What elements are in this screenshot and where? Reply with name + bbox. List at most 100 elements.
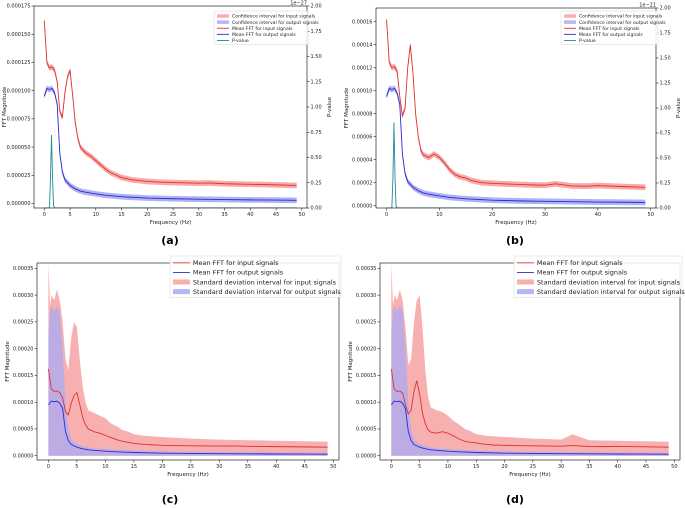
y-tick-label: 0.00035	[13, 266, 34, 272]
y-tick-label: 0.00000	[13, 453, 34, 459]
y-tick-label: 0.000175	[7, 4, 31, 10]
x-tick-label: 10	[436, 212, 442, 218]
x-tick-label: 50	[648, 212, 654, 218]
legend-box	[560, 10, 659, 45]
x-tick-label: 25	[530, 464, 536, 470]
y-tick-label: 0.000025	[7, 173, 31, 179]
y-tick-label: 0.00010	[356, 400, 377, 406]
plot-area	[43, 17, 297, 208]
legend-label: Standard deviation interval for output s…	[537, 288, 685, 296]
plot-area	[390, 263, 669, 456]
chart-panel-3: 0 5 10 15 20 25 30 35 40 45 50 0.00000 0.00005 0.0001…	[348, 255, 685, 506]
x-axis-label: Frequency (Hz)	[150, 220, 191, 226]
panel-label: (a)	[161, 234, 178, 247]
y-tick-label: 0.00014	[352, 42, 373, 48]
series-line-0	[47, 368, 328, 448]
legend: Mean FFT for input signals Mean FFT for o…	[169, 255, 342, 298]
x-tick-label: 45	[643, 464, 649, 470]
legend-box	[169, 255, 342, 298]
legend-label: Mean FFT for input signals	[579, 26, 640, 32]
series-line-4	[44, 134, 297, 208]
y-right-tick-label: 1.50	[311, 54, 322, 60]
y-tick-label: 0.000125	[7, 60, 31, 66]
y-right-tick-label: 1.00	[660, 106, 671, 112]
x-tick-label: 50	[671, 464, 677, 470]
legend-label: Mean FFT for input signals	[193, 259, 279, 267]
x-tick-label: 50	[330, 464, 336, 470]
x-tick-label: 40	[273, 464, 279, 470]
legend-label: Standard deviation interval for input si…	[193, 278, 337, 286]
chart-panel-0: 0 5 10 15 20 25 30 35 40 45 50 0.000000 0.000025 0.00…	[2, 1, 333, 248]
x-axis-label: Frequency (Hz)	[167, 472, 208, 478]
y-right-tick-label: 0.25	[311, 180, 322, 186]
std-band-2	[48, 263, 328, 456]
legend-box	[213, 10, 309, 45]
legend-label: Mean FFT for input signals	[537, 259, 623, 267]
x-tick-label: 50	[299, 212, 305, 218]
y-tick-label: 0.00004	[352, 157, 373, 163]
legend-key-patch	[217, 20, 229, 24]
y-tick-label: 0.00025	[13, 320, 34, 326]
x-axis-label: Frequency (Hz)	[495, 220, 536, 226]
x-tick-label: 10	[93, 212, 99, 218]
legend-key-patch	[564, 20, 576, 24]
legend-label: Standard deviation interval for output s…	[193, 288, 341, 296]
panel-label: (c)	[162, 493, 179, 506]
x-tick-label: 45	[273, 212, 279, 218]
y-tick-label: 0.00015	[356, 373, 377, 379]
series-line-2	[43, 20, 297, 186]
y-tick-label: 0.000075	[7, 117, 31, 123]
legend-label: P-value	[579, 38, 596, 44]
x-tick-label: 0	[43, 212, 46, 218]
series-line-1	[390, 400, 669, 455]
y-right-tick-label: 0.00	[660, 206, 671, 212]
panel-label: (b)	[506, 234, 524, 247]
y-tick-label: 0.000150	[7, 32, 31, 38]
y-right-axis-label: P-value	[327, 96, 333, 117]
y-tick-label: 0.00020	[356, 346, 377, 352]
x-tick-label: 20	[159, 464, 165, 470]
legend-key-patch	[517, 289, 534, 295]
x-tick-label: 30	[542, 212, 548, 218]
y-tick-label: 0.000000	[7, 201, 31, 207]
y-tick-label: 0.00000	[352, 203, 373, 209]
chart-panel-2: 0 5 10 15 20 25 30 35 40 45 50 0.00000 0.00005 0.0001…	[5, 255, 342, 506]
x-tick-label: 30	[196, 212, 202, 218]
y-tick-label: 0.00000	[356, 453, 377, 459]
y-tick-label: 0.00030	[356, 293, 377, 299]
y-right-tick-label: 1.75	[311, 29, 322, 35]
legend-label: Mean FFT for output signals	[193, 269, 284, 277]
right-axis-exponent: 1e−27	[290, 1, 307, 7]
y-right-tick-label: 2.00	[311, 4, 322, 10]
y-right-tick-label: 1.00	[311, 105, 322, 111]
y-tick-label: 0.00002	[352, 180, 373, 186]
legend: Mean FFT for input signals Mean FFT for o…	[513, 255, 685, 298]
x-tick-label: 0	[47, 464, 50, 470]
x-tick-label: 20	[489, 212, 495, 218]
series-line-0	[390, 368, 669, 448]
y-right-tick-label: 0.50	[311, 155, 322, 161]
x-tick-label: 20	[144, 212, 150, 218]
x-tick-label: 5	[75, 464, 78, 470]
y-right-tick-label: 0.75	[660, 131, 671, 137]
series-line-3	[43, 87, 297, 201]
y-tick-label: 0.00020	[13, 346, 34, 352]
x-tick-label: 15	[473, 464, 479, 470]
y-right-tick-label: 0.00	[311, 206, 322, 212]
series-line-4	[386, 122, 646, 208]
y-tick-label: 0.000100	[7, 88, 31, 94]
y-tick-label: 0.00010	[13, 400, 34, 406]
y-right-tick-label: 0.50	[660, 156, 671, 162]
x-tick-label: 10	[102, 464, 108, 470]
legend-label: Confidence interval for output signals	[579, 20, 666, 26]
x-tick-label: 40	[247, 212, 253, 218]
y-tick-label: 0.00035	[356, 266, 377, 272]
series-line-3	[386, 88, 646, 203]
x-tick-label: 40	[615, 464, 621, 470]
x-tick-label: 15	[118, 212, 124, 218]
x-axis-label: Frequency (Hz)	[509, 472, 550, 478]
y-tick-label: 0.00005	[13, 427, 34, 433]
legend-label: Confidence interval for input signals	[579, 14, 663, 20]
x-tick-label: 35	[245, 464, 251, 470]
series-line-2	[386, 19, 646, 188]
